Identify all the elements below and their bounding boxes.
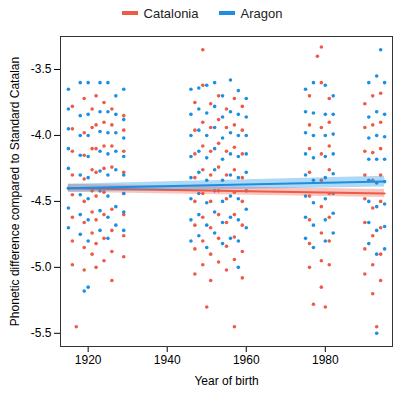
svg-text:Phonetic difference compared t: Phonetic difference compared to Standard…: [8, 57, 22, 326]
html-text:Catalonia: Catalonia: [143, 5, 199, 21]
svg-text:1980: 1980: [312, 353, 339, 367]
svg-text:-4.5: -4.5: [31, 194, 52, 208]
svg-text:1920: 1920: [75, 353, 102, 367]
svg-text:-4.0: -4.0: [31, 128, 52, 142]
svg-text:-5.0: -5.0: [31, 260, 52, 274]
svg-text:-3.5: -3.5: [31, 62, 52, 76]
html-text:Aragon: Aragon: [240, 5, 283, 21]
svg-text:Year of birth: Year of birth: [194, 374, 258, 388]
svg-text:1940: 1940: [154, 353, 181, 367]
svg-text:1960: 1960: [233, 353, 260, 367]
svg-text:-5.5: -5.5: [31, 326, 52, 340]
